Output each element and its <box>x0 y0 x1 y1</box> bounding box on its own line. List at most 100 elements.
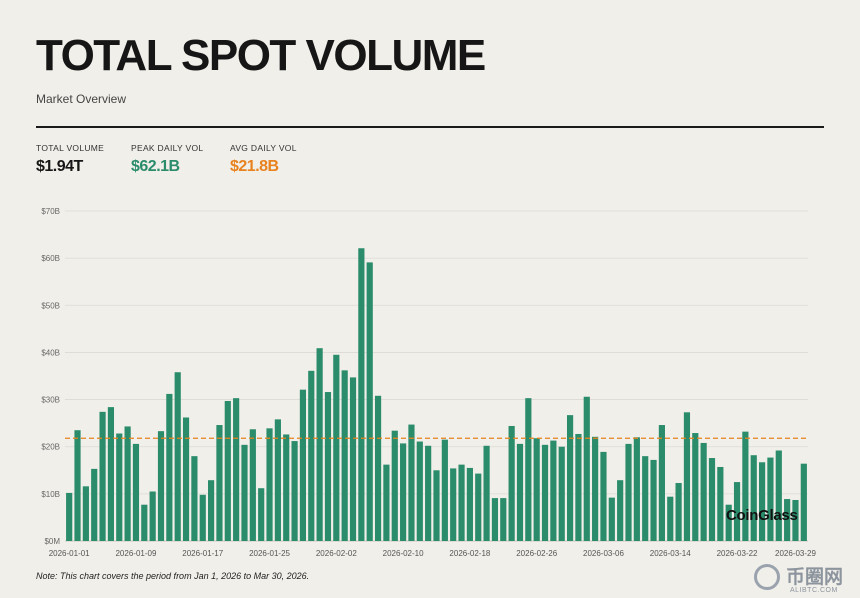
bar <box>333 354 340 541</box>
bar <box>116 433 123 541</box>
bar <box>650 459 657 541</box>
bar <box>216 425 223 541</box>
x-tick-label: 2026-02-18 <box>449 549 490 558</box>
bar <box>508 425 515 541</box>
bar <box>550 440 557 541</box>
page-title: TOTAL SPOT VOLUME <box>36 31 486 80</box>
bar <box>224 400 231 541</box>
logo-url: ALIBTC.COM <box>790 587 838 594</box>
stat-avg-daily-vol: AVG DAILY VOL $21.8B <box>230 143 297 176</box>
x-tick-label: 2026-01-01 <box>49 549 90 558</box>
bar <box>566 415 574 541</box>
bar <box>758 462 766 541</box>
x-tick-label: 2026-02-26 <box>516 549 557 558</box>
bar <box>600 451 607 541</box>
bar <box>74 430 81 541</box>
bar <box>625 443 632 541</box>
page-subtitle: Market Overview <box>36 92 127 106</box>
stat-value: $21.8B <box>230 158 279 175</box>
bar <box>66 492 73 541</box>
x-tick-label: 2026-01-17 <box>182 549 223 558</box>
x-tick-label: 2026-02-10 <box>383 549 424 558</box>
bar <box>199 494 206 541</box>
bar <box>725 504 732 541</box>
stat-label: PEAK DAILY VOL <box>131 143 204 153</box>
bar <box>349 377 357 541</box>
y-tick-label: $30B <box>41 396 60 405</box>
bar <box>391 430 398 541</box>
bar <box>575 433 582 541</box>
bar <box>692 433 699 541</box>
bar <box>233 398 240 541</box>
site-logo: 币圈网 ALIBTC.COM <box>754 562 860 598</box>
stat-peak-daily-vol: PEAK DAILY VOL $62.1B <box>131 143 203 176</box>
y-tick-label: $60B <box>41 254 60 263</box>
bar <box>717 466 724 541</box>
bar <box>141 504 148 541</box>
stat-total-volume: TOTAL VOLUME $1.94T <box>36 143 104 176</box>
bar <box>675 483 682 541</box>
bar <box>308 370 315 541</box>
stat-label: AVG DAILY VOL <box>230 143 297 153</box>
y-tick-label: $50B <box>41 301 60 310</box>
chart-note: Note: This chart covers the period from … <box>36 571 310 581</box>
x-tick-label: 2026-03-22 <box>717 549 758 558</box>
bar <box>283 434 290 541</box>
bar <box>149 491 156 541</box>
bar <box>491 498 499 541</box>
bar <box>266 428 273 541</box>
bar <box>99 411 106 541</box>
bar <box>583 396 590 541</box>
bar <box>742 431 749 541</box>
bar <box>157 431 165 541</box>
bar <box>792 499 799 541</box>
bar <box>91 468 98 541</box>
coinglass-watermark: CoinGlass <box>726 507 798 524</box>
bar <box>683 412 691 541</box>
y-tick-label: $20B <box>41 443 60 452</box>
x-tick-label: 2026-03-14 <box>650 549 691 558</box>
bar <box>274 419 281 541</box>
bar <box>667 496 674 541</box>
bar <box>366 262 373 541</box>
logo-text: 币圈网 <box>786 566 844 588</box>
bar <box>708 458 716 541</box>
bar <box>558 446 565 541</box>
bar <box>767 457 774 541</box>
bar <box>425 445 432 541</box>
bar <box>617 480 624 541</box>
x-tick-label: 2026-03-29 <box>775 549 816 558</box>
bar <box>358 248 365 541</box>
bar <box>525 398 532 541</box>
bar <box>316 348 323 541</box>
stat-label: TOTAL VOLUME <box>36 143 105 153</box>
y-tick-label: $0M <box>44 537 60 546</box>
bar <box>191 456 198 541</box>
y-tick-label: $10B <box>41 490 60 499</box>
y-tick-label: $40B <box>41 348 60 357</box>
bar <box>400 443 407 541</box>
bar <box>208 480 215 541</box>
bar <box>700 442 707 541</box>
bar <box>408 424 415 541</box>
x-tick-label: 2026-01-09 <box>115 549 156 558</box>
bar <box>500 498 507 541</box>
bar <box>784 499 791 541</box>
bar <box>592 436 599 541</box>
bar <box>658 425 665 541</box>
x-tick-label: 2026-03-06 <box>583 549 624 558</box>
bar <box>800 463 807 541</box>
bar <box>608 497 615 541</box>
bar <box>241 444 248 541</box>
x-tick-label: 2026-02-02 <box>316 549 357 558</box>
bar <box>441 439 448 541</box>
bar <box>775 450 782 541</box>
bar <box>466 467 473 541</box>
bar <box>124 426 131 541</box>
bar <box>341 370 348 541</box>
bar <box>475 473 482 541</box>
bar <box>633 437 640 541</box>
y-tick-label: $70B <box>41 207 60 216</box>
bar <box>733 482 741 541</box>
